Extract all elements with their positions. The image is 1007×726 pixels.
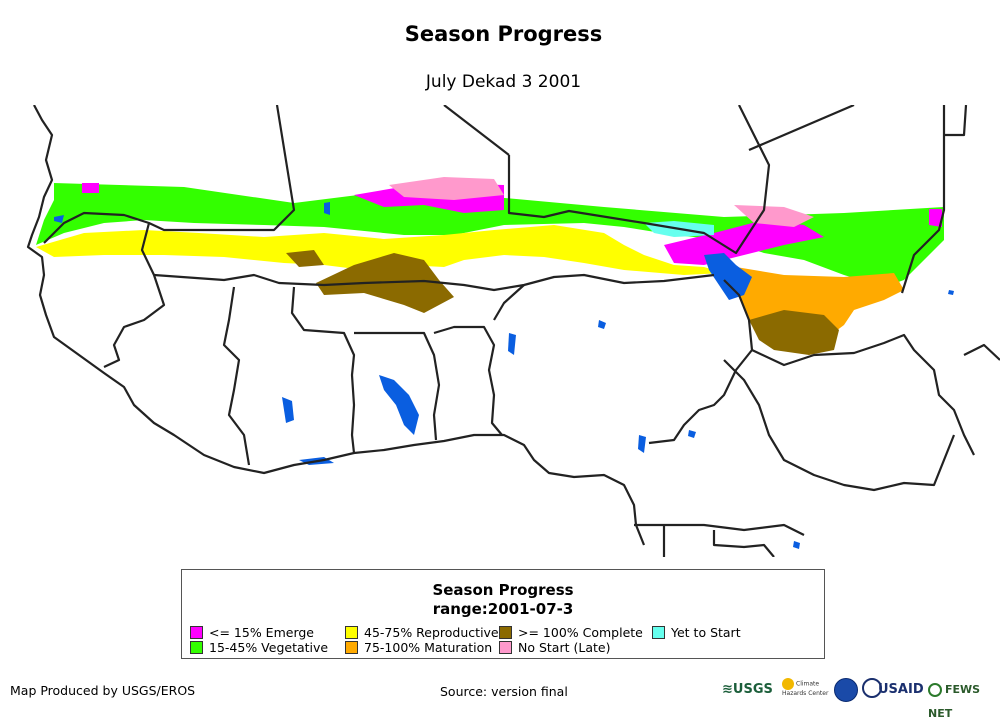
usaid-seal xyxy=(862,678,884,702)
legend-range: range:2001-07-3 xyxy=(432,600,574,618)
region-emerge-far-east xyxy=(929,209,942,227)
noaa-logo xyxy=(834,678,860,702)
map-top-frame xyxy=(36,105,126,106)
swatch-emerge xyxy=(190,626,203,639)
map-title: Season Progress xyxy=(404,22,603,46)
legend-items: <= 15% Emerge 15-45% Vegetative 45-75% R… xyxy=(190,626,820,658)
legend-item-vegetative: 15-45% Vegetative xyxy=(190,641,328,655)
map-subtitle: July Dekad 3 2001 xyxy=(425,72,582,92)
region-nostart-north xyxy=(389,177,504,200)
fewsnet-globe-icon xyxy=(928,683,942,697)
lake-chad xyxy=(704,253,752,300)
logo-strip: ≋USGS Climate Hazards Center USAID FEWS … xyxy=(722,678,1004,720)
fewsnet-logo: FEWS NET xyxy=(928,683,981,720)
swatch-yet-to-start xyxy=(652,626,665,639)
swatch-maturation xyxy=(345,641,358,654)
legend-item-emerge: <= 15% Emerge xyxy=(190,626,314,640)
country-borders xyxy=(26,105,1000,557)
producer-credit: Map Produced by USGS/EROS xyxy=(10,683,196,698)
usaid-logo: USAID xyxy=(878,682,924,697)
chc-logo: Climate Hazards Center xyxy=(782,678,830,702)
legend-item-no-start: No Start (Late) xyxy=(499,641,610,655)
swatch-reproductive xyxy=(345,626,358,639)
noaa-emblem-icon xyxy=(834,678,858,702)
legend-item-yet-to-start: Yet to Start xyxy=(652,626,741,640)
source-credit: Source: version final xyxy=(440,684,568,699)
region-complete-east xyxy=(749,310,839,355)
swatch-no-start xyxy=(499,641,512,654)
usgs-logo: ≋USGS xyxy=(722,682,773,697)
swatch-vegetative xyxy=(190,641,203,654)
swatch-complete xyxy=(499,626,512,639)
legend-item-reproductive: 45-75% Reproductive xyxy=(345,626,499,640)
legend-item-complete: >= 100% Complete xyxy=(499,626,643,640)
legend-panel: Season Progress range:2001-07-3 <= 15% E… xyxy=(181,569,825,659)
usaid-seal-icon xyxy=(862,678,882,698)
region-complete-small xyxy=(286,250,324,267)
season-progress-map xyxy=(24,105,1000,557)
region-nostart-east xyxy=(734,205,814,227)
legend-title: Season Progress xyxy=(432,581,574,599)
region-vegetative xyxy=(36,183,944,287)
region-reproductive xyxy=(36,225,724,275)
legend-item-maturation: 75-100% Maturation xyxy=(345,641,492,655)
chc-drop-icon xyxy=(782,678,794,690)
region-emerge-west xyxy=(82,183,99,193)
